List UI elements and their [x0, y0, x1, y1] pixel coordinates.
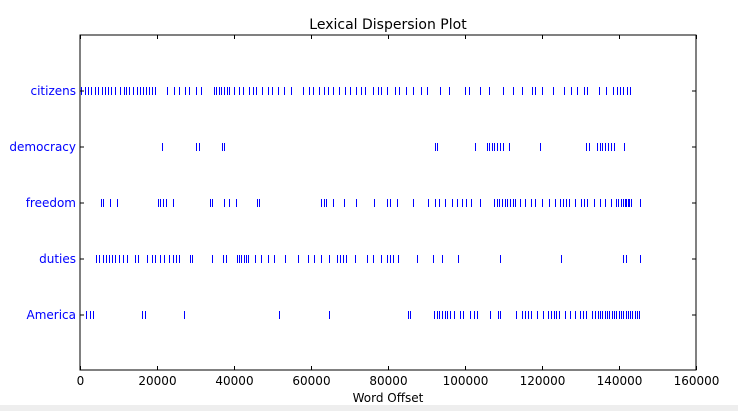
x-tick-label-20000: 20000 — [138, 374, 176, 388]
x-tick-label-0: 0 — [77, 374, 85, 388]
x-tick-label-100000: 100000 — [443, 374, 489, 388]
x-tick-label-40000: 40000 — [215, 374, 253, 388]
x-axis-label: Word Offset — [353, 391, 424, 405]
dispersion-marks — [81, 87, 641, 319]
x-tick-label-160000: 160000 — [674, 374, 720, 388]
y-tick-label-duties: duties — [39, 252, 76, 266]
y-tick-label-democracy: democracy — [9, 140, 76, 154]
x-axis: 0 20000 40000 60000 80000 100000 120000 140000 1… — [77, 35, 720, 388]
y-axis: citizens democracy freedom duties America — [9, 84, 696, 322]
y-tick-label-freedom: freedom — [26, 196, 76, 210]
plot-frame — [79, 34, 697, 371]
y-tick-label-america: America — [27, 308, 77, 322]
x-tick-label-140000: 140000 — [597, 374, 643, 388]
x-tick-label-120000: 120000 — [520, 374, 566, 388]
bottom-strip — [0, 405, 738, 411]
x-tick-label-80000: 80000 — [369, 374, 407, 388]
y-tick-label-citizens: citizens — [30, 84, 76, 98]
x-tick-label-60000: 60000 — [292, 374, 330, 388]
chart-title: Lexical Dispersion Plot — [309, 17, 467, 33]
